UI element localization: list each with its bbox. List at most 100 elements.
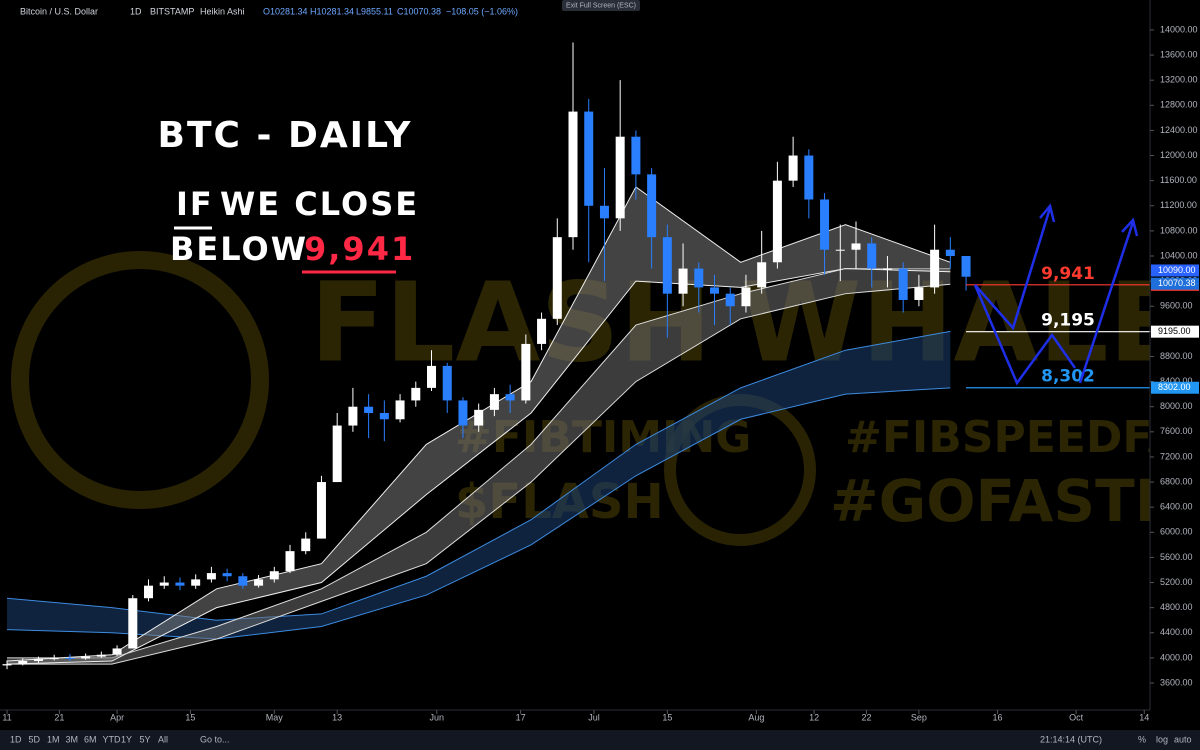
x-tick-label: 22 bbox=[861, 712, 871, 722]
x-tick-label: Apr bbox=[110, 712, 124, 722]
range-button[interactable]: 1Y bbox=[121, 734, 132, 744]
y-tick-label: 13200.00 bbox=[1160, 75, 1198, 85]
scale-option[interactable]: auto bbox=[1174, 734, 1192, 744]
candle-body bbox=[537, 318, 547, 344]
candle-body bbox=[379, 412, 389, 420]
ribbon-edge bbox=[7, 268, 951, 665]
change: −108.05 (−1.06%) bbox=[446, 6, 518, 16]
annotation-text: BELOW bbox=[170, 230, 308, 268]
candle-body bbox=[269, 571, 279, 580]
candle-body bbox=[741, 287, 751, 307]
price-marker-box bbox=[1151, 264, 1199, 277]
y-tick-label: 14000.00 bbox=[1160, 24, 1198, 34]
interval: 1D bbox=[130, 6, 142, 16]
range-button[interactable]: 1M bbox=[47, 734, 60, 744]
candle-body bbox=[804, 155, 814, 200]
candle-body bbox=[552, 237, 562, 319]
exchange: BITSTAMP bbox=[150, 6, 194, 16]
x-tick-label: 14 bbox=[1139, 712, 1149, 722]
price-marker-label: 10070.38 bbox=[1158, 278, 1196, 288]
candle-body bbox=[678, 268, 688, 294]
y-tick-label: 3600.00 bbox=[1160, 677, 1193, 687]
ribbon-edge bbox=[7, 283, 951, 665]
candle-body bbox=[65, 657, 75, 659]
projection-arrows bbox=[973, 203, 1139, 386]
range-button[interactable]: 1D bbox=[10, 734, 22, 744]
exit-button[interactable] bbox=[562, 0, 640, 11]
scale-option[interactable]: % bbox=[1138, 734, 1146, 744]
y-tick-label: 12000.00 bbox=[1160, 150, 1198, 160]
candle-body bbox=[175, 582, 185, 586]
y-tick-label: 10400.00 bbox=[1160, 250, 1198, 260]
range-button[interactable]: 5D bbox=[29, 734, 41, 744]
candle-body bbox=[112, 648, 122, 655]
candle-body bbox=[820, 199, 830, 250]
y-tick-label: 7200.00 bbox=[1160, 451, 1193, 461]
candle-body bbox=[285, 551, 295, 572]
candle-body bbox=[411, 387, 421, 401]
clock: 21:14:14 (UTC) bbox=[1040, 734, 1102, 744]
candle-body bbox=[599, 205, 609, 219]
range-button[interactable]: YTD bbox=[103, 734, 122, 744]
candle-body bbox=[128, 598, 138, 649]
candle-body bbox=[505, 394, 515, 401]
y-tick-label: 5600.00 bbox=[1160, 552, 1193, 562]
arrow bbox=[973, 217, 1139, 386]
y-tick-label: 10800.00 bbox=[1160, 225, 1198, 235]
y-tick-label: 4000.00 bbox=[1160, 652, 1193, 662]
candle-body bbox=[725, 293, 735, 307]
level-label: 8,302 bbox=[1041, 367, 1095, 387]
candle-body bbox=[49, 657, 59, 660]
axes: 3600.00 4000.00 4400.00 4800.00 5200.00 5600.… bbox=[2, 24, 1199, 722]
candle-body bbox=[568, 111, 578, 238]
goto-button[interactable]: Go to... bbox=[200, 734, 230, 744]
level-axis-label: 8302.00 bbox=[1158, 382, 1191, 392]
candle-body bbox=[332, 425, 342, 483]
price-marker-label: 10090.00 bbox=[1158, 265, 1196, 275]
range-button[interactable]: 3M bbox=[66, 734, 79, 744]
candle-body bbox=[238, 576, 248, 586]
candle-body bbox=[427, 365, 437, 388]
candle-body bbox=[316, 482, 326, 539]
y-tick-label: 11600.00 bbox=[1160, 175, 1197, 185]
ribbon-edge bbox=[7, 387, 951, 640]
candle-body bbox=[191, 579, 201, 586]
candle-body bbox=[222, 573, 232, 577]
range-button[interactable]: 6M bbox=[84, 734, 97, 744]
x-tick-label: Aug bbox=[748, 712, 764, 722]
range-button[interactable]: All bbox=[158, 734, 168, 744]
x-tick-label: 13 bbox=[332, 712, 342, 722]
y-tick-label: 4400.00 bbox=[1160, 627, 1193, 637]
y-tick-label: 8800.00 bbox=[1160, 351, 1193, 361]
y-tick-label: 6000.00 bbox=[1160, 527, 1193, 537]
annotation-value: 9,941 bbox=[304, 230, 415, 268]
y-tick-label: 6800.00 bbox=[1160, 476, 1193, 486]
price-axis bbox=[1150, 0, 1200, 730]
candle-body bbox=[772, 180, 782, 263]
candle-body bbox=[631, 136, 641, 175]
y-tick-label: 6400.00 bbox=[1160, 502, 1193, 512]
y-tick-label: 11200.00 bbox=[1160, 200, 1197, 210]
y-tick-label: 7600.00 bbox=[1160, 426, 1193, 436]
annotation: BTC - DAILY IF WE CLOSE BELOW 9,941 bbox=[158, 115, 417, 274]
candle-body bbox=[882, 268, 892, 270]
candle-body bbox=[647, 174, 657, 238]
candle-body bbox=[395, 400, 405, 420]
x-tick-label: Sep bbox=[911, 712, 927, 722]
ribbon-fill bbox=[7, 331, 951, 640]
level-axis-box bbox=[1151, 325, 1199, 338]
range-button[interactable]: 5Y bbox=[140, 734, 151, 744]
level-axis-label: 9195.00 bbox=[1158, 326, 1191, 336]
candle-body bbox=[961, 256, 971, 277]
y-tick-label: 9600.00 bbox=[1160, 301, 1193, 311]
candle-body bbox=[458, 400, 468, 426]
y-tick-label: 8000.00 bbox=[1160, 401, 1193, 411]
candle-body bbox=[898, 268, 908, 300]
exit-button-label[interactable]: Exit Full Screen (ESC) bbox=[566, 2, 636, 9]
candle-body bbox=[81, 656, 91, 659]
candle-body bbox=[442, 365, 452, 401]
plot-area: 9,941 9,195 8,302 bbox=[2, 42, 1150, 670]
scale-option[interactable]: log bbox=[1156, 734, 1168, 744]
candle-body bbox=[788, 155, 798, 181]
candle-body bbox=[96, 654, 106, 657]
